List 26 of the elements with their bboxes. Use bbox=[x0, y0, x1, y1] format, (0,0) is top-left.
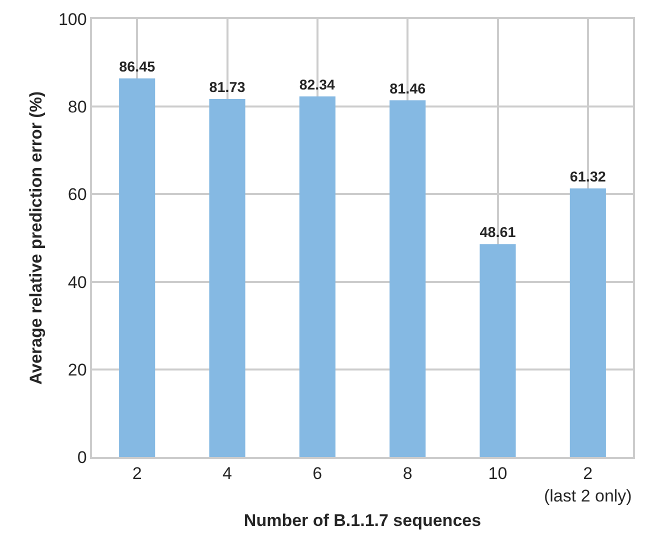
bar bbox=[299, 96, 336, 457]
y-tick-label: 20 bbox=[68, 360, 87, 380]
x-tick-label: 10 bbox=[488, 464, 508, 484]
y-tick-label: 60 bbox=[68, 185, 87, 204]
y-tick-label: 0 bbox=[77, 448, 87, 467]
y-tick-label: 100 bbox=[58, 10, 87, 29]
bar bbox=[209, 99, 246, 457]
x-tick-label: 2 bbox=[132, 464, 142, 484]
data-label: 86.45 bbox=[119, 60, 156, 76]
data-label: 61.32 bbox=[570, 170, 606, 186]
x-tick-label: 4 bbox=[222, 464, 232, 484]
data-label: 48.61 bbox=[480, 225, 516, 242]
bar bbox=[119, 78, 156, 457]
x-tick-label: 6 bbox=[312, 464, 322, 484]
bar bbox=[390, 100, 426, 457]
data-label: 81.73 bbox=[209, 80, 246, 96]
data-label: 82.34 bbox=[299, 78, 335, 94]
y-tick-label: 80 bbox=[68, 98, 87, 117]
bar bbox=[570, 188, 606, 457]
x-tick-label: 2 (last 2 only) bbox=[544, 464, 632, 506]
x-axis-title: Number of B.1.1.7 sequences bbox=[244, 511, 482, 530]
y-tick-label: 40 bbox=[68, 272, 87, 292]
x-tick-label: 8 bbox=[402, 464, 412, 484]
data-label: 81.46 bbox=[390, 81, 426, 98]
y-axis-title: Average relative prediction error (%) bbox=[26, 91, 46, 385]
bar bbox=[480, 244, 516, 457]
